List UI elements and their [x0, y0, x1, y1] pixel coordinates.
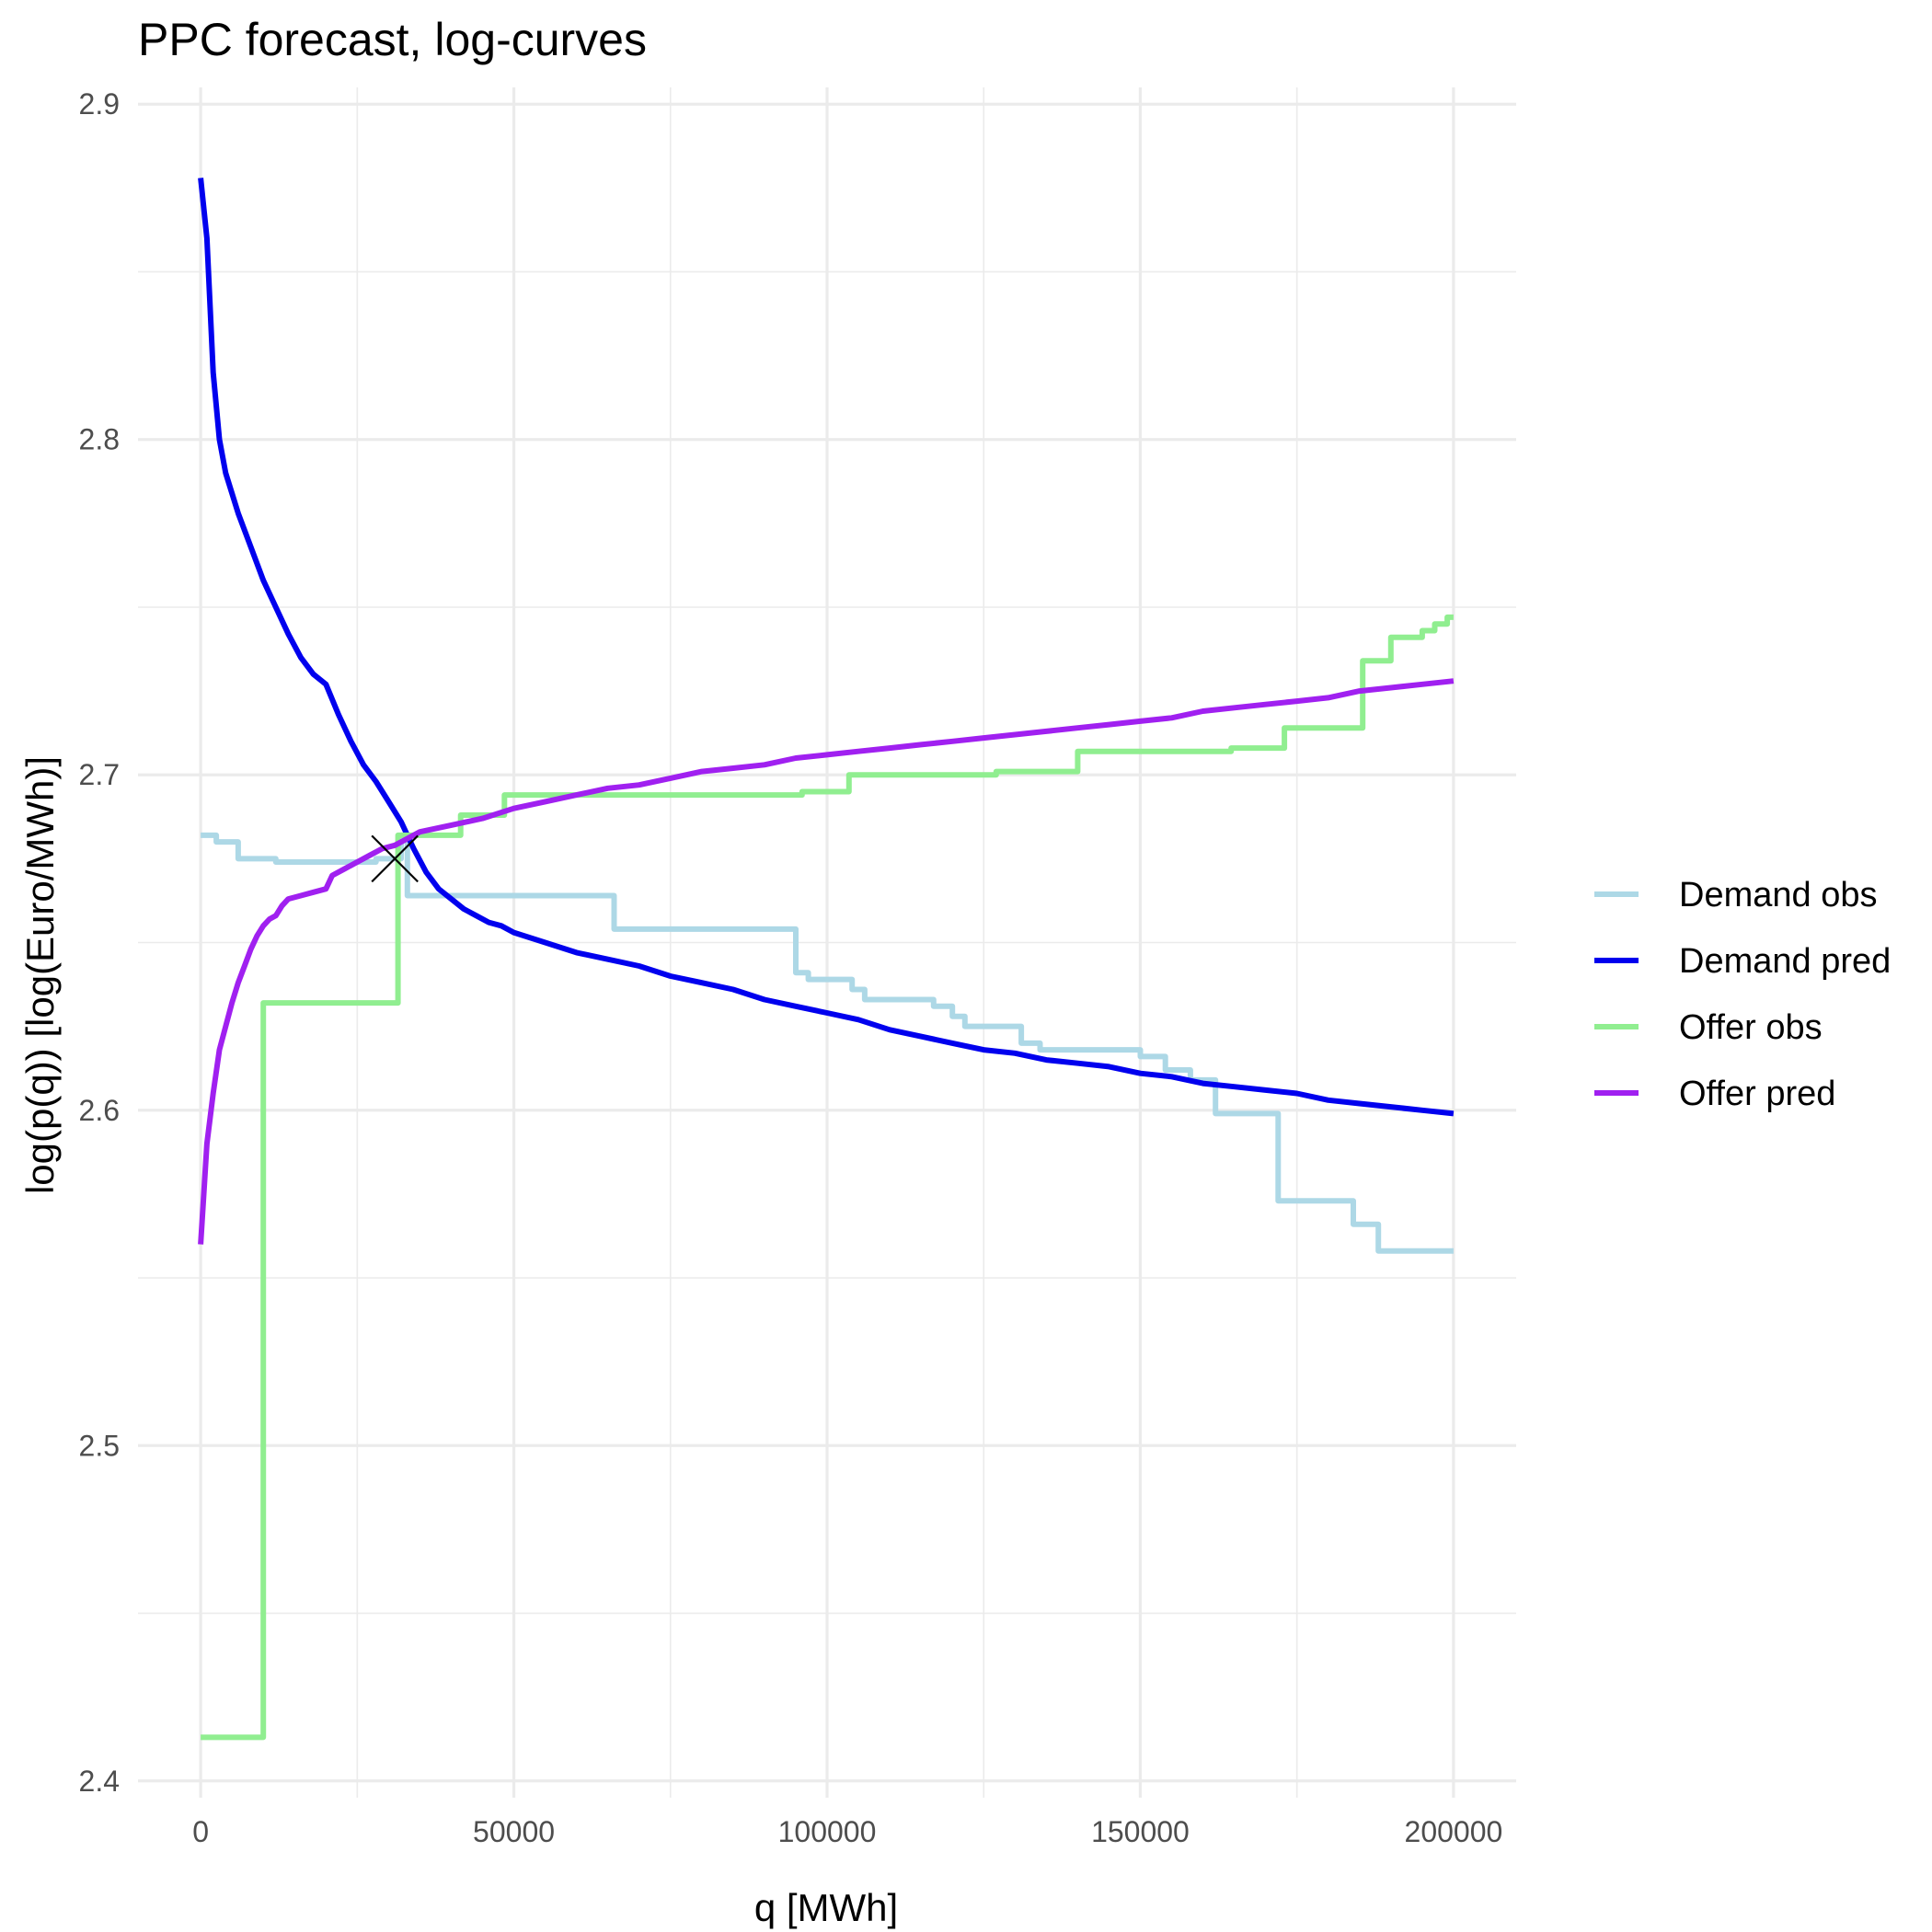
legend-item-offer-pred: Offer pred: [1594, 1075, 1835, 1113]
legend-item-demand-obs: Demand obs: [1594, 876, 1877, 914]
y-tick-label: 2.5: [79, 1429, 120, 1462]
annotations: [371, 834, 419, 883]
y-axis-ticks: 2.4 2.5 2.6 2.7 2.8 2.9: [79, 87, 120, 1798]
legend-label-demand-obs: Demand obs: [1679, 876, 1877, 914]
series-line-offer-obs: [201, 614, 1454, 1741]
equilibrium-cross-marker: [371, 834, 419, 883]
legend-label-offer-pred: Offer pred: [1679, 1075, 1835, 1113]
y-tick-label: 2.6: [79, 1094, 120, 1127]
y-tick-label: 2.7: [79, 758, 120, 791]
x-tick-label: 150000: [1091, 1815, 1190, 1848]
y-tick-label: 2.8: [79, 423, 120, 456]
series-line-offer-pred: [198, 678, 1455, 1245]
series-line-demand-pred: [198, 178, 1455, 1117]
legend-item-offer-obs: Offer obs: [1594, 1008, 1823, 1047]
cross-stroke: [371, 834, 419, 883]
legend-item-demand-pred: Demand pred: [1594, 942, 1891, 981]
x-tick-label: 100000: [778, 1815, 877, 1848]
y-tick-label: 2.4: [79, 1765, 120, 1798]
series-lines: [198, 178, 1455, 1741]
x-tick-label: 50000: [473, 1815, 555, 1848]
x-tick-label: 200000: [1405, 1815, 1503, 1848]
y-tick-label: 2.9: [79, 87, 120, 121]
chart-title: PPC forecast, log-curves: [138, 14, 647, 65]
x-axis-ticks: 0 50000 100000 150000 200000: [192, 1815, 1502, 1848]
x-tick-label: 0: [192, 1815, 209, 1848]
y-axis-title: log(p(q)) [log(Euro/MWh)]: [18, 756, 62, 1194]
legend-label-demand-pred: Demand pred: [1679, 942, 1891, 981]
x-axis-title: q [MWh]: [754, 1886, 898, 1929]
legend: Demand obs Demand pred Offer obs Offer pred: [1594, 876, 1891, 1113]
legend-label-offer-obs: Offer obs: [1679, 1008, 1823, 1047]
grid: [138, 87, 1516, 1798]
